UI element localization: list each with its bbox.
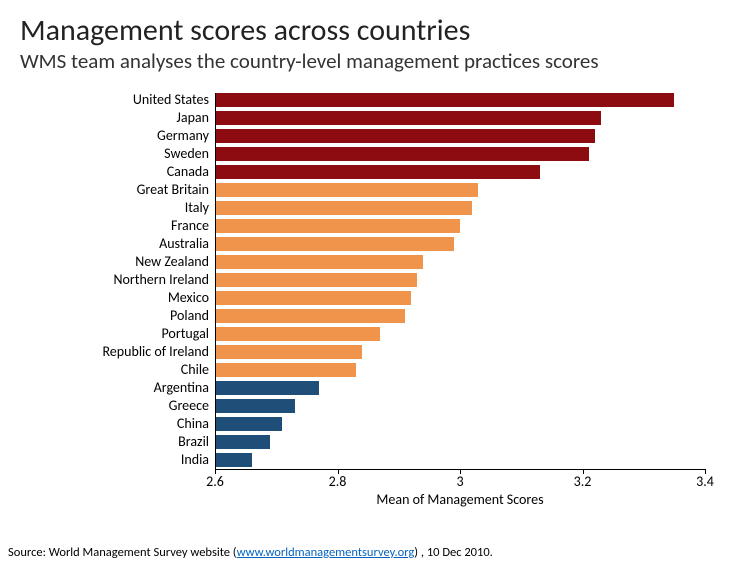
bar-row: France — [215, 219, 705, 233]
bar-row: Chile — [215, 363, 705, 377]
bar-row: China — [215, 417, 705, 431]
bar-label: United States — [133, 93, 209, 107]
bar-row: Australia — [215, 237, 705, 251]
bar-label: Australia — [159, 237, 209, 251]
bar-row: Canada — [215, 165, 705, 179]
bar-label: Argentina — [154, 381, 209, 395]
x-tick-label: 3.4 — [696, 473, 714, 490]
bar-label: Poland — [170, 309, 209, 323]
bar-label: France — [171, 219, 209, 233]
bar-rect — [215, 417, 282, 431]
bar-label: Greece — [169, 399, 209, 413]
x-tick-label: 3.2 — [574, 473, 592, 490]
bar-label: India — [181, 453, 209, 467]
bar-rect — [215, 309, 405, 323]
bar-row: United States — [215, 93, 705, 107]
chart-frame: United States Japan Germany Sweden Canada Gre… — [20, 83, 730, 513]
page-root: Management scores across countries WMS t… — [0, 0, 754, 566]
bar-row: Germany — [215, 129, 705, 143]
bar-rect — [215, 435, 270, 449]
bar-row: Sweden — [215, 147, 705, 161]
bar-label: Brazil — [178, 435, 209, 449]
bar-row: Portugal — [215, 327, 705, 341]
source-line: Source: World Management Survey website … — [8, 545, 493, 560]
page-title: Management scores across countries — [20, 14, 734, 47]
bar-rect — [215, 147, 589, 161]
bar-label: Italy — [185, 201, 209, 215]
bar-rect — [215, 453, 252, 467]
x-tick-label: 2.8 — [329, 473, 347, 490]
page-subtitle: WMS team analyses the country-level mana… — [20, 49, 620, 73]
bar-label: Republic of Ireland — [102, 345, 209, 359]
bar-row: Brazil — [215, 435, 705, 449]
source-prefix: Source: World Management Survey website … — [8, 545, 237, 560]
bar-row: Northern Ireland — [215, 273, 705, 287]
bar-label: Chile — [181, 363, 209, 377]
bar-row: Mexico — [215, 291, 705, 305]
bar-label: Japan — [176, 111, 209, 125]
source-suffix: ) , 10 Dec 2010. — [414, 545, 493, 560]
bar-rect — [215, 129, 595, 143]
bar-label: New Zealand — [135, 255, 209, 269]
x-tick-label: 2.6 — [206, 473, 224, 490]
bar-rect — [215, 291, 411, 305]
bar-rect — [215, 201, 472, 215]
bar-label: Sweden — [164, 147, 209, 161]
bar-rect — [215, 399, 295, 413]
plot-area: United States Japan Germany Sweden Canada Gre… — [215, 93, 705, 469]
bar-rect — [215, 165, 540, 179]
bar-label: Germany — [157, 129, 209, 143]
bar-label: Canada — [167, 165, 209, 179]
bar-row: India — [215, 453, 705, 467]
bar-row: Italy — [215, 201, 705, 215]
bar-row: New Zealand — [215, 255, 705, 269]
bar-rect — [215, 219, 460, 233]
bar-rect — [215, 237, 454, 251]
bar-row: Japan — [215, 111, 705, 125]
bar-rect — [215, 93, 674, 107]
x-tick-label: 3 — [456, 473, 463, 490]
x-axis-label: Mean of Management Scores — [376, 491, 543, 508]
bar-rect — [215, 381, 319, 395]
bar-rect — [215, 345, 362, 359]
bar-label: Mexico — [168, 291, 209, 305]
bar-label: Portugal — [161, 327, 209, 341]
bar-row: Republic of Ireland — [215, 345, 705, 359]
bar-row: Argentina — [215, 381, 705, 395]
bar-rect — [215, 273, 417, 287]
bar-rect — [215, 363, 356, 377]
bar-rect — [215, 255, 423, 269]
bar-label: Great Britain — [137, 183, 209, 197]
bar-rect — [215, 183, 478, 197]
bar-row: Greece — [215, 399, 705, 413]
bar-row: Poland — [215, 309, 705, 323]
bar-label: Northern Ireland — [113, 273, 209, 287]
source-link[interactable]: www.worldmanagementsurvey.org — [237, 545, 415, 560]
bar-rect — [215, 327, 380, 341]
y-axis-line — [215, 93, 216, 469]
bar-label: China — [177, 417, 209, 431]
bar-row: Great Britain — [215, 183, 705, 197]
bar-rect — [215, 111, 601, 125]
